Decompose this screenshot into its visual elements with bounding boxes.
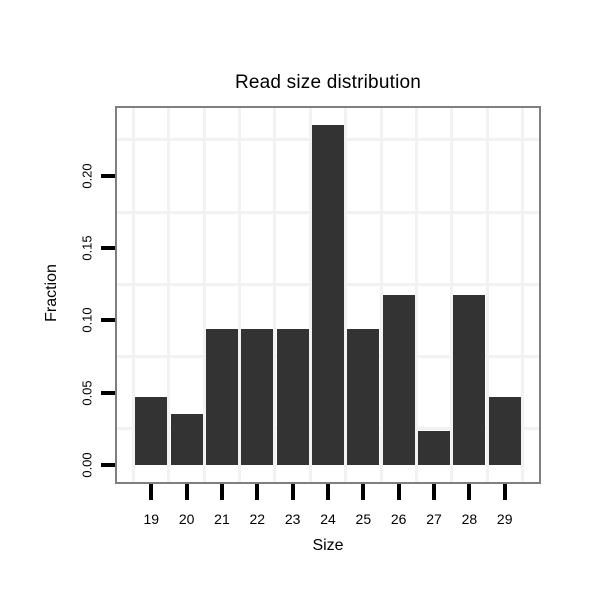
x-tick-label: 20: [178, 511, 195, 527]
vertical-gridline: [379, 108, 383, 482]
y-tick-label: 0.10: [79, 307, 95, 334]
vertical-gridline: [450, 108, 454, 482]
chart-title: Read size distribution: [234, 72, 422, 93]
x-tick-label: 29: [496, 511, 513, 527]
x-tick: [290, 484, 295, 500]
bar-19: [135, 396, 168, 465]
x-tick: [502, 484, 507, 500]
vertical-gridline: [202, 108, 206, 482]
bar-29: [488, 396, 521, 465]
y-tick: [101, 318, 115, 323]
bar-25: [347, 329, 380, 465]
x-tick: [361, 484, 366, 500]
y-tick: [101, 174, 115, 179]
bar-20: [170, 413, 203, 465]
x-tick: [184, 484, 189, 500]
vertical-gridline: [520, 108, 524, 482]
vertical-gridline: [308, 108, 312, 482]
bar-26: [382, 295, 415, 465]
x-tick: [467, 484, 472, 500]
bar-27: [418, 431, 450, 465]
x-tick-label: 21: [214, 511, 230, 527]
vertical-gridline: [132, 108, 136, 482]
x-tick-label: 24: [320, 511, 336, 527]
x-tick-label: 23: [284, 511, 301, 527]
vertical-gridline: [273, 108, 277, 482]
vertical-gridline: [238, 108, 242, 482]
x-tick-label: 19: [143, 511, 160, 527]
y-tick: [101, 390, 115, 395]
bar-28: [453, 295, 486, 465]
x-tick: [326, 484, 330, 500]
bar-23: [276, 329, 309, 465]
y-axis-title: Fraction: [43, 264, 60, 322]
vertical-gridline: [344, 108, 348, 482]
x-tick: [432, 484, 437, 500]
x-tick-label: 27: [426, 511, 442, 527]
y-tick: [101, 246, 115, 251]
bar-22: [241, 329, 274, 465]
x-tick: [255, 484, 260, 500]
y-tick-label: 0.15: [79, 235, 95, 261]
x-tick-label: 22: [249, 511, 266, 527]
bar-24: [312, 125, 344, 465]
x-tick-label: 28: [461, 511, 478, 527]
vertical-gridline: [485, 108, 489, 482]
x-tick-label: 26: [390, 511, 407, 527]
x-tick: [149, 484, 154, 500]
y-tick-label: 0.00: [79, 452, 95, 478]
vertical-gridline: [167, 108, 171, 482]
x-tick-label: 25: [355, 511, 372, 527]
bar-21: [206, 329, 238, 465]
x-tick: [219, 484, 224, 500]
y-tick-label: 0.05: [79, 380, 95, 406]
y-tick: [101, 462, 115, 467]
x-axis-title: Size: [312, 537, 344, 554]
x-tick: [396, 484, 401, 500]
y-tick-label: 0.20: [79, 163, 95, 189]
vertical-gridline: [414, 108, 418, 482]
plot-panel: [115, 106, 541, 484]
